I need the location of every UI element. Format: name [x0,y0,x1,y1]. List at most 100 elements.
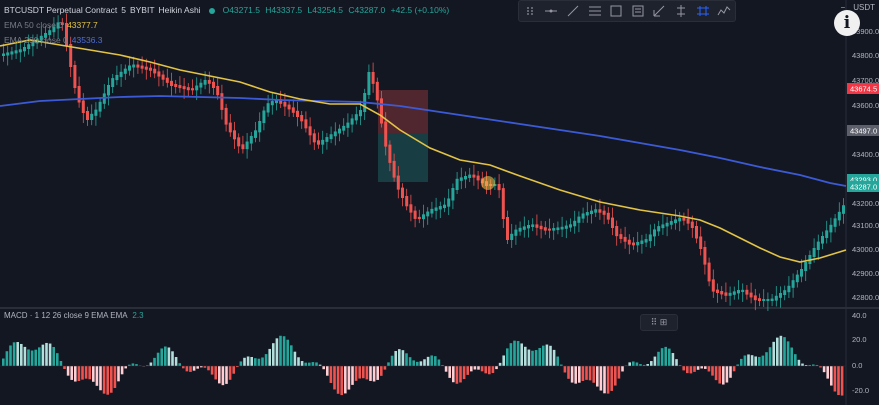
forecast-icon[interactable] [716,3,732,19]
currency-label[interactable]: USDT [853,2,875,12]
candle-body [94,109,98,116]
fib-retracement-icon[interactable] [587,3,603,19]
cursor-highlight [481,176,495,190]
candle-body [380,98,383,124]
macd-bar [761,355,765,366]
macd-axis[interactable]: 40.0 20.0 0.0 -20.0 [852,311,869,395]
macd-bar [689,366,693,374]
grid-icon[interactable]: ⠿ ⊞ [650,317,668,327]
pattern-icon[interactable] [695,3,711,19]
macd-bar [84,366,88,379]
candle-body [686,218,690,224]
macd-bar [243,357,246,366]
candle-body [371,72,375,84]
candle-body [741,289,745,292]
macd-bar [9,345,12,366]
candle-body [300,115,304,122]
rectangle-icon[interactable] [608,3,624,19]
horizontal-line-icon[interactable] [543,3,559,19]
macd-bar [801,363,804,366]
macd-bar [257,358,261,366]
candle-body [514,229,518,236]
macd-bar [185,366,189,372]
candle-body [195,85,199,91]
candle-body [758,298,761,301]
macd-bar [592,366,595,383]
macd-bar [704,366,707,369]
macd-bar [146,365,149,366]
candle-body [186,87,190,91]
candle-body [224,107,228,125]
macd-bar [441,365,444,366]
candle-body [548,228,551,231]
candle-body [388,144,392,163]
position-icon[interactable] [673,3,689,19]
macd-bar [2,358,5,366]
candle-body [203,79,207,85]
macd-bar [236,366,239,368]
macd-bar [225,366,228,384]
candle-body [216,86,220,96]
candle-body [405,196,409,207]
text-icon[interactable] [630,3,646,19]
candle-body [65,23,68,46]
candle-body [401,187,404,198]
macd-bar [455,366,459,384]
macd-bar [430,355,433,366]
macd-bar [45,342,48,366]
drag-handle-icon[interactable] [522,3,538,19]
price-tick-label: 43200.0 [852,199,879,208]
ema-50-line [0,39,847,263]
candle-body [325,137,329,142]
minimize-button[interactable]: − [840,2,846,12]
ema50-legend[interactable]: EMA 50 close 0 43377.7 [4,18,452,33]
trend-line-icon[interactable] [565,3,581,19]
macd-bar [650,361,653,366]
candle-body [657,226,661,232]
macd-bar [362,366,365,379]
macd-bar [567,366,570,379]
candle-body [535,224,539,228]
symbol-title[interactable]: BTCUSDT Perpetual Contract [4,5,118,15]
macd-bar [56,353,59,366]
chart-type-label[interactable]: Heikin Ashi [158,5,201,15]
macd-bar [606,366,610,394]
candle-body [791,280,795,288]
candle-body [602,210,606,215]
candle-body [749,292,753,298]
ema200-legend[interactable]: EMA 200 close 0 43536.3 [4,33,452,48]
candle-body [279,99,283,104]
candle-body [762,299,766,301]
macd-bar [200,366,203,368]
candle-body [111,78,115,87]
low-value: L43254.5 [307,5,343,15]
candle-body [119,71,123,77]
macd-histogram [2,335,844,396]
macd-bar [628,362,631,366]
candle-body [434,207,438,211]
macd-legend[interactable]: MACD · 1 12 26 close 9 EMA EMA 2.3 [4,311,144,320]
macd-bar [218,366,221,384]
info-button[interactable]: i [834,10,860,36]
macd-label: MACD · 1 12 26 close 9 EMA EMA [4,311,128,320]
macd-bar [261,357,264,366]
macd-bar [290,345,293,366]
interval-label[interactable]: 5 [121,5,126,15]
candle-body [237,137,241,147]
price-axis[interactable]: 43900.043800.043700.043600.043500.043400… [847,27,879,302]
high-value: H43337.5 [265,5,303,15]
svg-text:43497.0: 43497.0 [850,127,877,136]
brush-icon[interactable] [651,3,667,19]
macd-pane-tools[interactable]: ⠿ ⊞ [640,314,678,331]
candle-body [661,224,665,229]
candle-body [144,66,148,70]
candle-body [737,290,740,294]
candle-body [287,104,291,110]
macd-bar [365,366,369,380]
price-badge: 43674.5 [847,83,879,94]
macd-bar [106,366,109,395]
candle-body [153,68,157,74]
macd-bar [167,347,171,366]
macd-bar [765,352,768,366]
